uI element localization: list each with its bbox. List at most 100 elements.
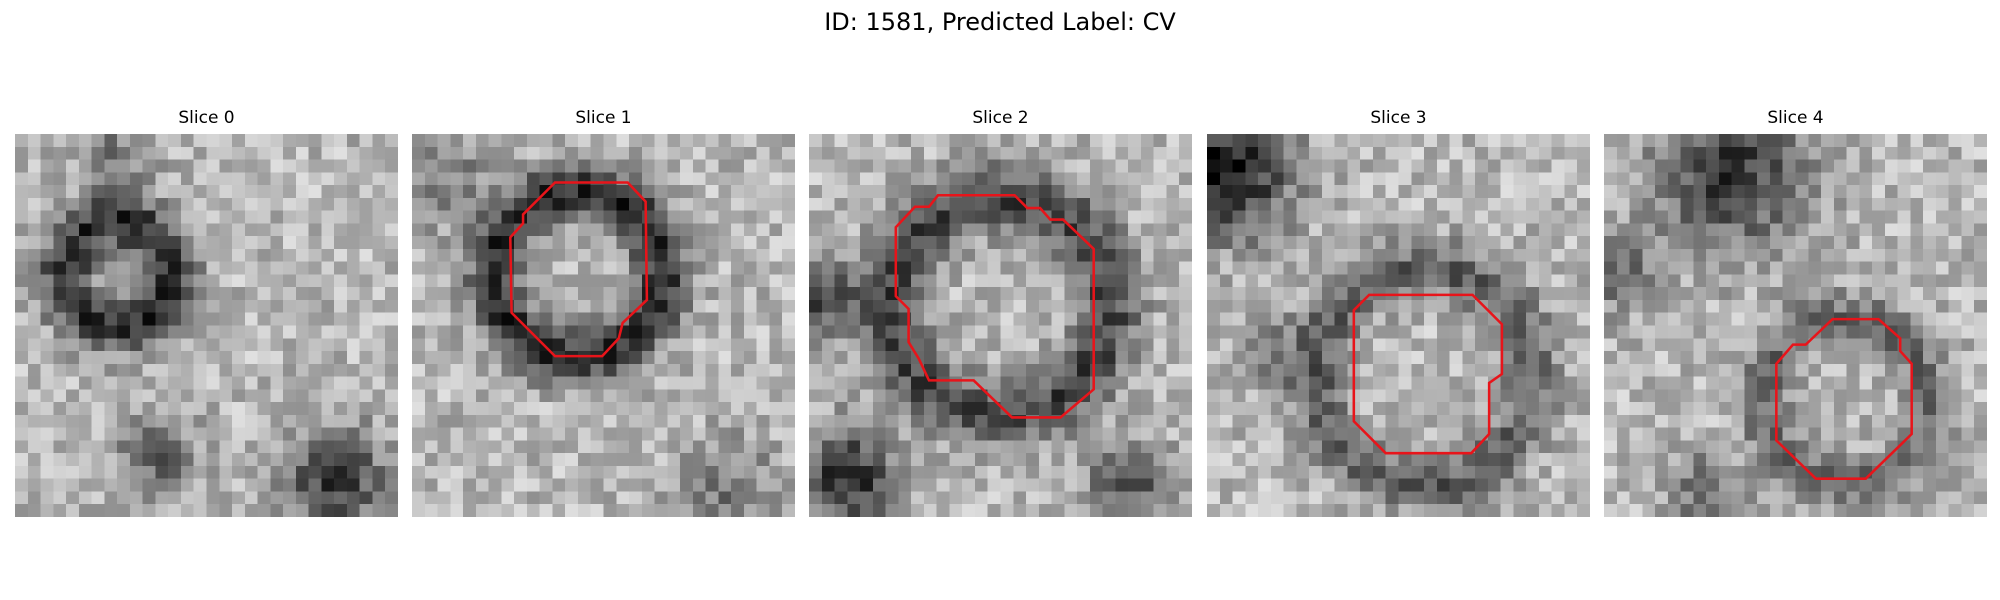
pixel (359, 491, 373, 505)
pixel (1334, 504, 1348, 517)
pixel (308, 299, 322, 313)
pixel (1128, 478, 1141, 492)
pixel (1642, 351, 1656, 364)
pixel (193, 274, 207, 288)
pixel (78, 504, 92, 517)
pixel (1064, 172, 1078, 186)
pixel (692, 146, 706, 160)
pixel (424, 236, 438, 249)
pixel (270, 363, 284, 377)
pixel (809, 248, 822, 262)
pixel (1000, 197, 1014, 211)
pixel (1000, 299, 1014, 313)
pixel (782, 478, 795, 492)
pixel (1334, 440, 1348, 454)
pixel (1961, 427, 1975, 441)
pixel (424, 440, 438, 454)
pixel (1859, 478, 1873, 492)
pixel (923, 504, 937, 517)
pixel (1961, 478, 1975, 492)
pixel (66, 185, 79, 198)
pixel (1731, 287, 1745, 300)
pixel (334, 172, 347, 186)
pixel (1038, 465, 1052, 479)
pixel (629, 325, 642, 339)
pixel (936, 414, 950, 428)
pixel (705, 299, 719, 313)
pixel (1026, 223, 1039, 237)
pixel (514, 134, 527, 147)
pixel (475, 159, 489, 173)
pixel (898, 236, 912, 249)
pixel (1642, 312, 1656, 326)
pixel (1115, 478, 1129, 492)
pixel (1782, 312, 1796, 326)
pixel (1424, 185, 1437, 198)
pixel (270, 504, 284, 517)
pixel (577, 261, 591, 275)
pixel (1245, 236, 1259, 249)
pixel (257, 440, 271, 454)
pixel (1744, 210, 1758, 224)
pixel (1270, 351, 1284, 364)
pixel (1616, 478, 1630, 492)
pixel (898, 274, 912, 288)
pixel (629, 338, 642, 352)
pixel (359, 427, 373, 441)
pixel (1757, 312, 1770, 326)
pixel (654, 491, 668, 505)
pixel (1140, 491, 1154, 505)
pixel (782, 299, 795, 313)
pixel (180, 351, 194, 364)
pixel (1604, 465, 1617, 479)
pixel (475, 185, 489, 198)
pixel (1038, 236, 1052, 249)
pixel (283, 197, 296, 211)
pixel (91, 299, 105, 313)
pixel (1961, 146, 1975, 160)
pixel (1140, 376, 1154, 390)
pixel (1232, 414, 1246, 428)
pixel (539, 465, 553, 479)
pixel (1258, 236, 1271, 249)
pixel (359, 236, 373, 249)
pixel (295, 389, 309, 403)
pixel (834, 274, 848, 288)
pixel (1935, 389, 1949, 403)
pixel (987, 389, 1001, 403)
pixel (437, 197, 451, 211)
pixel (782, 414, 795, 428)
pixel (1948, 325, 1962, 339)
pixel (257, 389, 271, 403)
pixel (1487, 427, 1501, 441)
pixel (1334, 159, 1348, 173)
pixel (590, 248, 604, 262)
pixel (424, 197, 438, 211)
pixel (860, 312, 873, 326)
pixel (782, 287, 795, 300)
pixel (565, 185, 578, 198)
pixel (437, 376, 451, 390)
pixel (987, 134, 1001, 147)
pixel (1102, 491, 1116, 505)
pixel (53, 453, 67, 466)
pixel (705, 376, 719, 390)
pixel (295, 363, 309, 377)
pixel (1935, 236, 1949, 249)
pixel (1821, 197, 1834, 211)
pixel (1872, 172, 1885, 186)
pixel (1551, 299, 1565, 313)
pixel (987, 248, 1001, 262)
pixel (104, 248, 118, 262)
pixel (692, 376, 706, 390)
pixel (1629, 274, 1643, 288)
pixel (1757, 261, 1770, 275)
pixel (1642, 185, 1656, 198)
pixel (1757, 146, 1770, 160)
pixel (1757, 491, 1770, 505)
pixel (1769, 185, 1783, 198)
pixel (1334, 465, 1348, 479)
pixel (743, 172, 757, 186)
pixel (1140, 465, 1154, 479)
pixel (1487, 261, 1501, 275)
